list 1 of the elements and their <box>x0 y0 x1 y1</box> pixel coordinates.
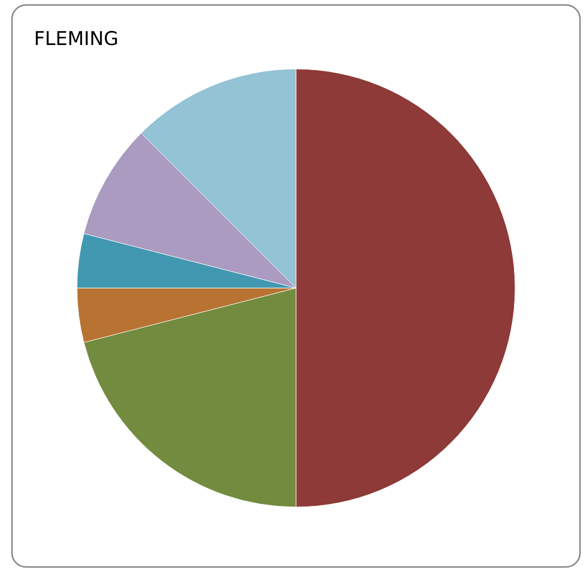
chart-title: FLEMING <box>34 28 118 50</box>
